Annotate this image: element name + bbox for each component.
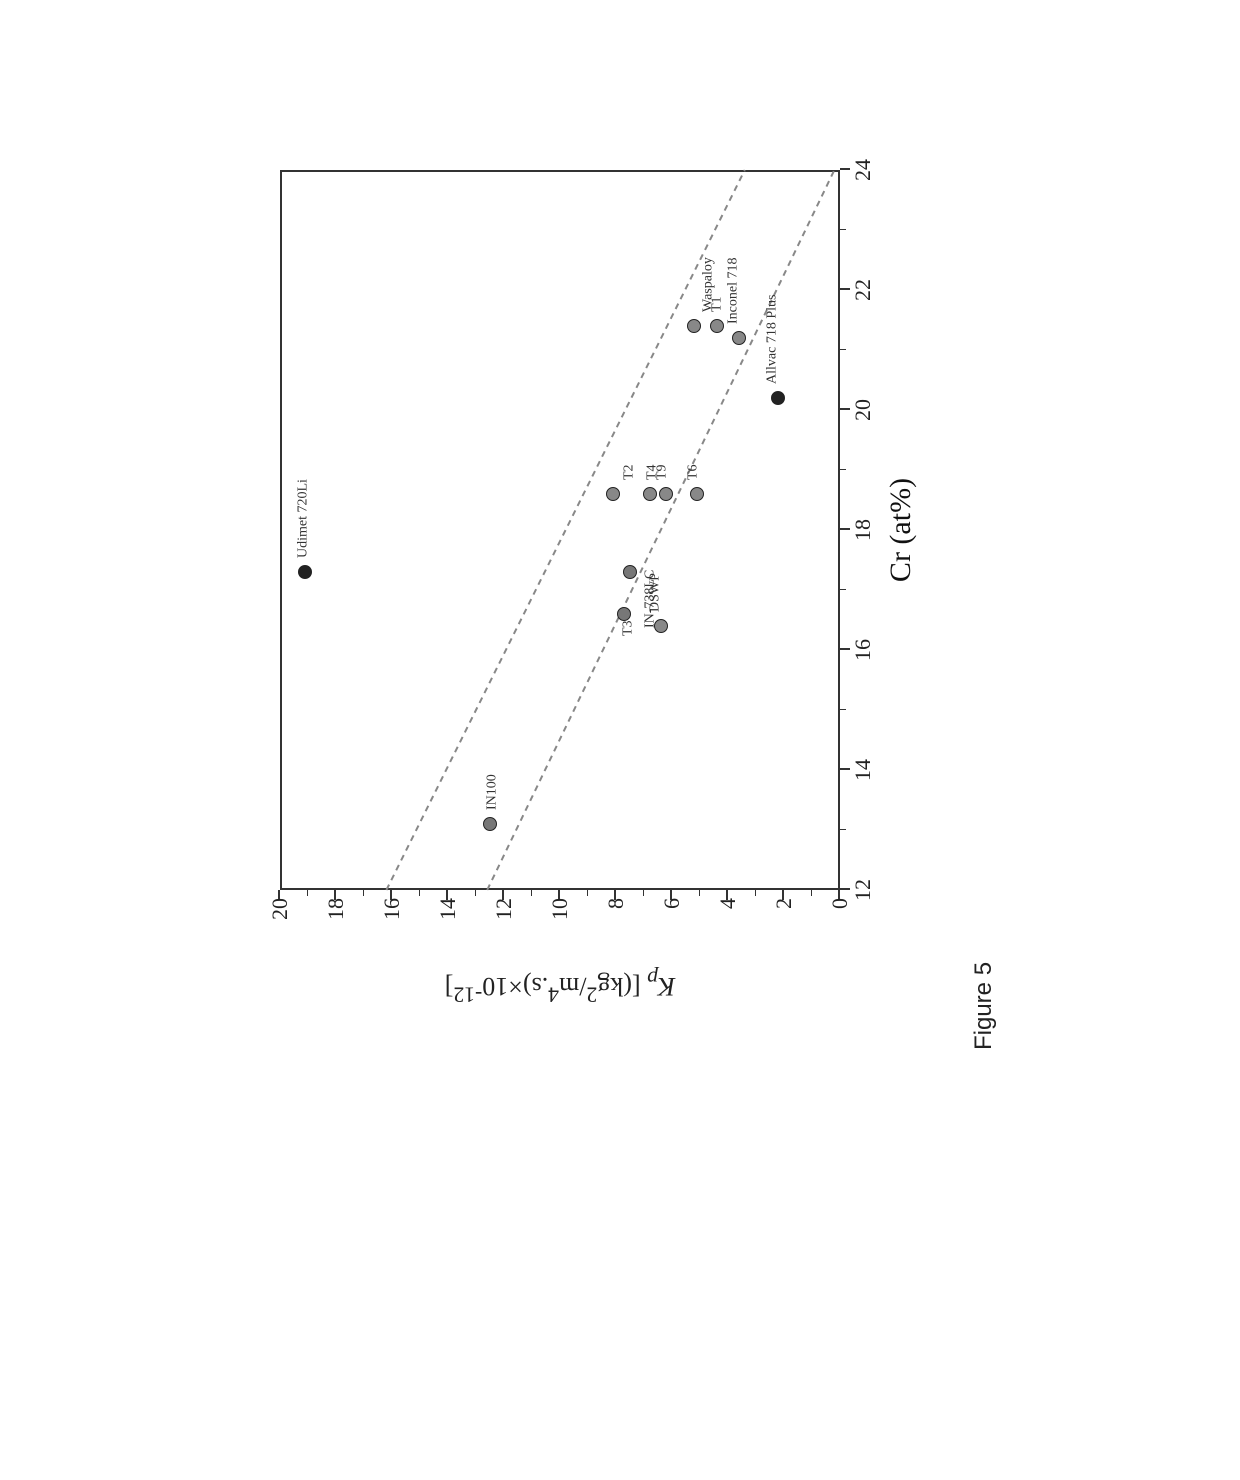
y-tick (531, 890, 532, 896)
y-axis-title: Kp [(kg2/m4.s)×10-12] (445, 966, 676, 1007)
trend-lines (280, 170, 840, 890)
x-tick (840, 408, 850, 410)
y-tick (699, 890, 700, 896)
data-point-label: Allvac 718 Plus (765, 295, 781, 384)
data-point-label: T9 (655, 464, 671, 480)
x-tick (840, 648, 850, 650)
x-tick-label: 24 (850, 159, 876, 181)
y-tick-label: 16 (379, 898, 405, 932)
data-point-label: T1 (709, 296, 725, 312)
x-tick (840, 589, 846, 590)
y-tick (363, 890, 364, 896)
y-tick (811, 890, 812, 896)
data-point-label: DSWP (647, 573, 663, 612)
x-axis-title: Cr (at%) (884, 478, 918, 582)
x-tick (840, 168, 850, 170)
data-point-label: Inconel 718 (726, 258, 742, 324)
data-point-label: T6 (686, 464, 702, 480)
x-tick-label: 12 (850, 879, 876, 901)
x-tick (840, 888, 850, 890)
trend-line (487, 170, 834, 890)
data-point (690, 487, 704, 501)
x-tick-label: 14 (850, 759, 876, 781)
y-tick-label: 20 (267, 898, 293, 932)
x-tick-label: 22 (850, 279, 876, 301)
y-tick-label: 14 (435, 898, 461, 932)
data-point (606, 487, 620, 501)
x-tick (840, 288, 850, 290)
data-point (654, 619, 668, 633)
y-tick-label: 2 (771, 898, 797, 932)
data-point (771, 391, 785, 405)
x-tick (840, 768, 850, 770)
y-tick-label: 18 (323, 898, 349, 932)
y-tick-label: 12 (491, 898, 517, 932)
y-tick-label: 8 (603, 898, 629, 932)
data-point-label: T3 (621, 620, 637, 636)
x-tick (840, 349, 846, 350)
y-tick (307, 890, 308, 896)
x-tick-label: 18 (850, 519, 876, 541)
y-tick-label: 10 (547, 898, 573, 932)
x-tick (840, 709, 846, 710)
data-point (687, 319, 701, 333)
x-tick (840, 528, 850, 530)
y-tick (475, 890, 476, 896)
figure-caption: Figure 5 (970, 962, 998, 1050)
y-tick (587, 890, 588, 896)
x-tick-label: 16 (850, 639, 876, 661)
y-tick-label: 4 (715, 898, 741, 932)
data-point-label: T2 (622, 464, 638, 480)
data-point (617, 607, 631, 621)
data-point (710, 319, 724, 333)
y-tick-label: 0 (827, 898, 853, 932)
data-point (483, 817, 497, 831)
data-point (659, 487, 673, 501)
y-tick (755, 890, 756, 896)
y-tick (643, 890, 644, 896)
x-tick (840, 829, 846, 830)
data-point (623, 565, 637, 579)
scatter-chart: Udimet 720LiIN100T3IN-738LCT2DSWPT4T9T6W… (280, 170, 840, 890)
data-point (732, 331, 746, 345)
data-point (643, 487, 657, 501)
data-point (298, 565, 312, 579)
trend-line (386, 170, 744, 890)
data-point-label: IN100 (484, 774, 500, 810)
x-tick (840, 229, 846, 230)
data-point-label: Udimet 720Li (296, 479, 312, 558)
x-tick-label: 20 (850, 399, 876, 421)
x-tick (840, 469, 846, 470)
y-tick-label: 6 (659, 898, 685, 932)
y-tick (419, 890, 420, 896)
